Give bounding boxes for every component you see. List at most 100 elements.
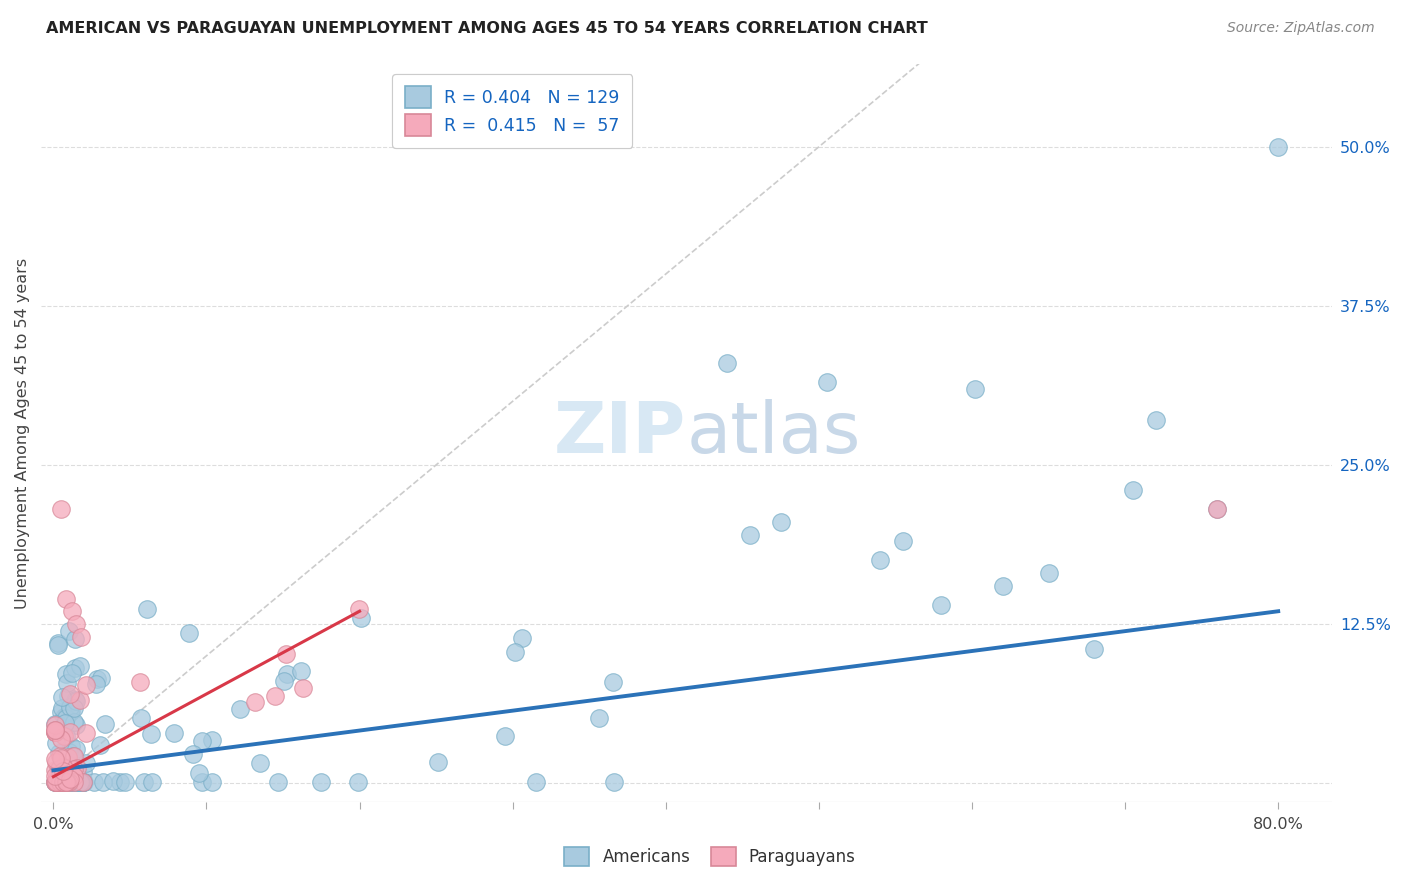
Point: [63, 632, 86, 647]
Point: [267, 774, 290, 789]
Point: [44, 774, 66, 789]
Point: [101, 773, 124, 788]
Point: [108, 774, 131, 789]
Point: [602, 674, 624, 689]
Point: [70, 630, 93, 644]
Point: [132, 774, 155, 789]
Point: [201, 774, 224, 789]
Point: [55, 676, 77, 690]
Point: [179, 626, 201, 640]
Point: [738, 528, 761, 542]
Point: [52, 710, 75, 724]
Point: [51, 770, 73, 784]
Point: [65, 718, 87, 732]
Point: [53, 774, 76, 789]
Legend: Americans, Paraguayans: Americans, Paraguayans: [558, 840, 862, 873]
Point: [141, 774, 163, 789]
Point: [290, 664, 312, 678]
Point: [44, 769, 66, 783]
Point: [63, 749, 86, 764]
Point: [891, 534, 914, 549]
Point: [309, 774, 332, 789]
Point: [44, 724, 66, 739]
Point: [44, 716, 66, 731]
Point: [58, 774, 80, 789]
Point: [44, 764, 66, 778]
Point: [60, 665, 83, 680]
Point: [65, 694, 87, 708]
Point: [58, 774, 80, 789]
Point: [55, 774, 77, 789]
Point: [292, 681, 315, 695]
Point: [510, 632, 533, 646]
Point: [44, 723, 66, 737]
Point: [49, 732, 72, 747]
Point: [66, 761, 89, 775]
Point: [191, 774, 214, 789]
Point: [243, 695, 266, 709]
Point: [276, 667, 298, 681]
Point: [588, 711, 610, 725]
Point: [183, 747, 205, 761]
Point: [69, 774, 91, 789]
Text: AMERICAN VS PARAGUAYAN UNEMPLOYMENT AMONG AGES 45 TO 54 YEARS CORRELATION CHART: AMERICAN VS PARAGUAYAN UNEMPLOYMENT AMON…: [46, 21, 928, 37]
Point: [69, 693, 91, 707]
Text: ZIP: ZIP: [554, 399, 686, 467]
Point: [69, 774, 91, 789]
Point: [51, 690, 73, 705]
Point: [44, 752, 66, 766]
Point: [53, 774, 76, 789]
Point: [1206, 502, 1229, 516]
Point: [69, 659, 91, 673]
Point: [52, 760, 75, 774]
Point: [65, 742, 87, 756]
Point: [427, 756, 450, 770]
Point: [56, 750, 79, 764]
Point: [45, 774, 67, 789]
Point: [249, 756, 271, 770]
Point: [72, 774, 94, 789]
Point: [62, 749, 84, 764]
Legend: R = 0.404   N = 129, R =  0.415   N =  57: R = 0.404 N = 129, R = 0.415 N = 57: [392, 74, 633, 148]
Point: [869, 553, 891, 567]
Point: [52, 760, 75, 774]
Point: [58, 624, 80, 639]
Point: [55, 708, 77, 723]
Point: [65, 774, 87, 789]
Point: [55, 774, 77, 789]
Point: [62, 769, 84, 783]
Point: [273, 674, 295, 689]
Point: [1038, 566, 1060, 580]
Point: [53, 774, 76, 789]
Point: [51, 774, 73, 789]
Point: [49, 774, 72, 789]
Point: [72, 764, 94, 779]
Point: [49, 774, 72, 789]
Point: [75, 678, 97, 692]
Point: [49, 763, 72, 777]
Point: [991, 579, 1014, 593]
Point: [347, 602, 370, 616]
Point: [59, 704, 82, 718]
Point: [58, 689, 80, 703]
Point: [67, 774, 90, 789]
Point: [90, 672, 112, 686]
Point: [347, 774, 370, 789]
Point: [49, 502, 72, 516]
Point: [63, 701, 86, 715]
Point: [63, 661, 86, 675]
Point: [72, 774, 94, 789]
Text: atlas: atlas: [686, 399, 860, 467]
Point: [86, 673, 108, 687]
Point: [45, 774, 67, 789]
Point: [48, 774, 70, 789]
Point: [63, 762, 86, 776]
Point: [91, 774, 114, 789]
Point: [44, 718, 66, 732]
Point: [128, 675, 150, 690]
Point: [46, 774, 69, 789]
Point: [191, 733, 214, 747]
Point: [524, 774, 547, 789]
Point: [62, 715, 84, 730]
Point: [48, 774, 70, 789]
